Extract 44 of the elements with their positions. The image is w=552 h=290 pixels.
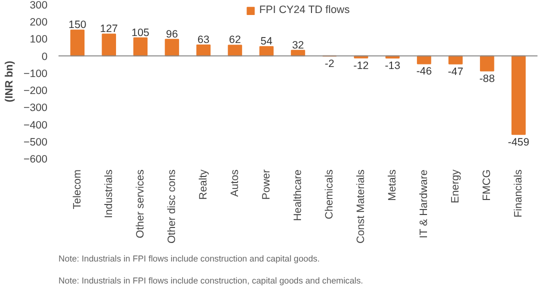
y-tick-label: −600 <box>23 154 48 166</box>
x-tick-label: Power <box>260 169 272 200</box>
x-tick-label: FMCG <box>481 169 494 201</box>
x-tick-label: Telecom <box>71 169 84 210</box>
text: Note: Industrials in FPI flows include construction, capital goods and chemicals. <box>58 276 364 286</box>
data-label: -12 <box>353 60 369 72</box>
x-tick-label: Financials <box>512 169 525 218</box>
x-tick-label: Metals <box>386 169 399 201</box>
y-tick-label: 0 <box>42 50 48 63</box>
x-tick-label: Const Materials <box>355 169 368 244</box>
y-tick-label: −100 <box>23 68 48 80</box>
data-label: -459 <box>508 136 530 148</box>
data-label: -88 <box>479 72 495 85</box>
y-tick-label: −400 <box>23 119 48 132</box>
y-tick-label: 100 <box>30 34 48 46</box>
x-tick-label: Industrials <box>102 169 115 218</box>
x-tick-label: Energy <box>450 168 462 204</box>
y-tick-label: −500 <box>23 136 48 148</box>
x-tick-label: Other disc cons <box>166 169 178 244</box>
y-tick-label: 300 <box>30 0 48 12</box>
x-tick-label: Autos <box>228 170 241 197</box>
data-label: 63 <box>198 34 210 46</box>
x-tick-label: Chemicals <box>324 169 336 220</box>
y-tick-label: 200 <box>30 16 48 29</box>
data-label: -2 <box>324 58 334 70</box>
data-label: 62 <box>229 34 241 46</box>
data-label: -13 <box>384 60 400 72</box>
legend-label: FPI CY24 TD flows <box>259 4 350 16</box>
data-label: 54 <box>260 36 272 48</box>
x-tick-label: IT & Hardware <box>418 170 430 238</box>
y-tick-label: −200 <box>23 85 48 98</box>
x-tick-label: Realty <box>197 168 210 200</box>
data-label: 96 <box>166 28 178 40</box>
x-tick-label: Other services <box>134 169 146 238</box>
y-tick-label: −300 <box>23 102 48 114</box>
data-label: 32 <box>292 39 304 52</box>
x-tick-label: Healthcare <box>292 169 304 222</box>
y-axis-title: (INR bn) <box>3 60 16 102</box>
data-label: -47 <box>448 66 464 78</box>
text: Note: Industrials in FPI flows include construction and capital goods. <box>58 254 320 264</box>
data-label: 127 <box>100 23 118 36</box>
data-label: 150 <box>68 19 86 32</box>
data-label: -46 <box>416 66 432 78</box>
data-label: 105 <box>132 26 150 39</box>
